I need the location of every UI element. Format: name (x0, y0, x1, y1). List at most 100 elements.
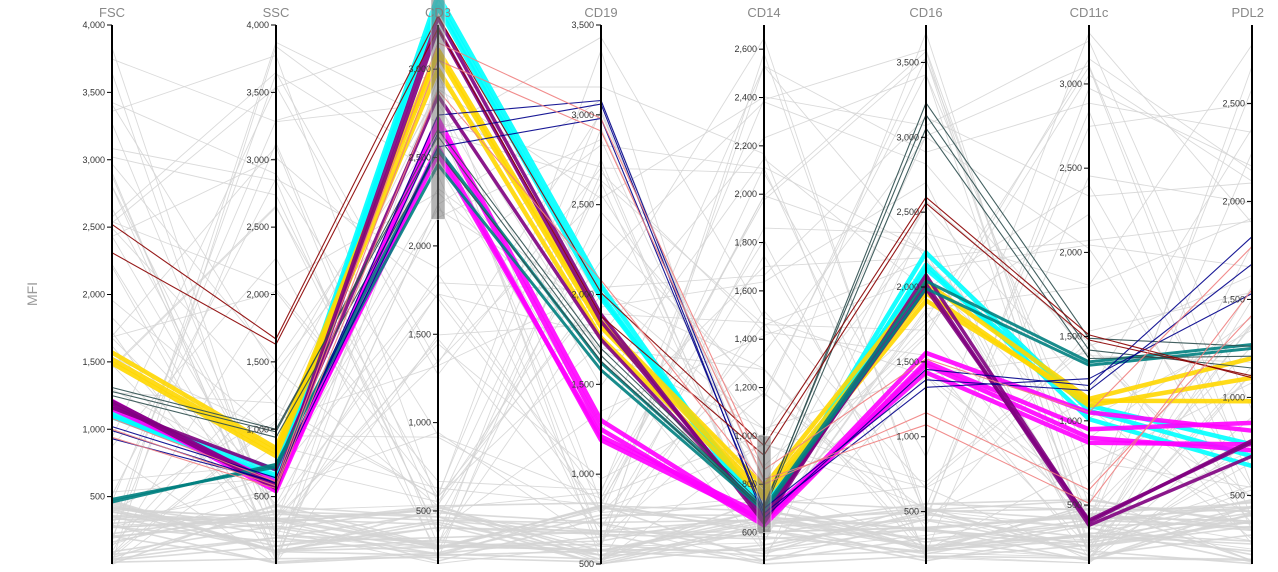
tick-label: 3,500 (82, 87, 105, 97)
axes: FSC 500 1,000 1,500 2,000 2,500 3,000 3,500 4,00… (82, 0, 1264, 569)
background-line (111, 31, 1253, 563)
tick-label: 1,000 (896, 432, 919, 442)
background-line (111, 505, 1253, 562)
tick-label: 2,000 (1059, 247, 1082, 257)
tick-label: 1,000 (734, 431, 757, 441)
tick-label: 1,400 (734, 334, 757, 344)
tick-label: 1,000 (1059, 416, 1082, 426)
tick-label: 800 (742, 479, 757, 489)
tick-label: 500 (90, 492, 105, 502)
tick-label: 1,500 (1222, 294, 1245, 304)
series-line (111, 103, 1253, 519)
tick-label: 2,500 (896, 207, 919, 217)
background-line (111, 44, 1253, 547)
tick-label: 1,200 (734, 383, 757, 393)
tick-label: 2,200 (734, 141, 757, 151)
tick-label: 2,000 (246, 290, 269, 300)
background-line (111, 282, 1253, 551)
tick-label: 1,000 (571, 469, 594, 479)
tick-label: 1,500 (571, 379, 594, 389)
tick-label: 1,000 (1222, 392, 1245, 402)
tick-label: 2,500 (571, 200, 594, 210)
background-line (111, 507, 1253, 548)
axis-title-cd11c: CD11c (1070, 5, 1109, 20)
background-line (111, 499, 1253, 552)
tick-label: 2,000 (1222, 196, 1245, 206)
tick-label: 4,000 (246, 20, 269, 30)
tick-label: 1,500 (246, 357, 269, 367)
axis-title-cd14: CD14 (747, 5, 780, 20)
background-line (111, 172, 1253, 562)
tick-label: 1,800 (734, 238, 757, 248)
background-line (111, 136, 1253, 519)
tick-label: 4,000 (82, 20, 105, 30)
background-line (111, 58, 1253, 469)
tick-label: 500 (254, 492, 269, 502)
background-line (111, 508, 1253, 565)
series-line (111, 89, 1253, 491)
tick-label: 3,500 (246, 87, 269, 97)
background-line (111, 505, 1253, 565)
series-line (111, 42, 1253, 483)
y-axis-label: MFI (24, 282, 40, 306)
background-line (111, 506, 1253, 565)
axis-title-ssc: SSC (263, 5, 290, 20)
axis-title-pdl2: PDL2 (1231, 5, 1264, 20)
background-lines (111, 30, 1253, 565)
tick-label: 1,500 (896, 357, 919, 367)
brush-cd3[interactable] (430, 0, 446, 220)
tick-label: 2,000 (408, 241, 431, 251)
background-line (111, 128, 1253, 505)
series-line (111, 114, 1253, 507)
background-line (111, 40, 1253, 411)
highlighted-lines (110, 0, 1253, 528)
background-line (111, 192, 1253, 499)
axis-title-cd16: CD16 (909, 5, 942, 20)
background-line (111, 36, 1253, 548)
tick-label: 500 (904, 507, 919, 517)
background-line (111, 506, 1253, 556)
tick-label: 1,000 (246, 424, 269, 434)
background-line (111, 74, 1253, 509)
background-line (111, 30, 1253, 523)
series-line (111, 59, 1253, 504)
brush-cd14[interactable] (756, 435, 772, 533)
tick-label: 3,000 (246, 155, 269, 165)
background-line (111, 506, 1253, 561)
axis-title-cd19: CD19 (584, 5, 617, 20)
tick-label: 1,500 (82, 357, 105, 367)
tick-label: 1,000 (82, 424, 105, 434)
tick-label: 2,500 (1059, 163, 1082, 173)
tick-label: 2,000 (734, 189, 757, 199)
tick-label: 500 (1067, 500, 1082, 510)
background-line (111, 205, 1253, 532)
background-line (111, 144, 1253, 515)
background-line (111, 127, 1253, 559)
background-line (111, 41, 1253, 542)
tick-label: 500 (1230, 490, 1245, 500)
tick-label: 3,000 (82, 155, 105, 165)
axis-title-fsc: FSC (99, 5, 125, 20)
tick-label: 3,500 (571, 20, 594, 30)
tick-label: 2,600 (734, 44, 757, 54)
background-line (111, 109, 1253, 520)
background-line (111, 148, 1253, 560)
tick-label: 500 (579, 559, 594, 569)
series-line (111, 127, 1253, 512)
background-line (111, 101, 1253, 503)
series-line (111, 117, 1253, 514)
tick-label: 1,600 (734, 286, 757, 296)
background-line (111, 91, 1253, 555)
tick-label: 3,500 (896, 57, 919, 67)
background-line (111, 121, 1253, 554)
tick-label: 3,000 (571, 110, 594, 120)
tick-label: 600 (742, 528, 757, 538)
tick-label: 2,000 (896, 282, 919, 292)
background-line (111, 141, 1253, 539)
tick-label: 1,500 (408, 329, 431, 339)
background-line (111, 500, 1253, 540)
background-line (111, 50, 1253, 550)
series-line (111, 27, 1253, 456)
background-line (111, 54, 1253, 524)
